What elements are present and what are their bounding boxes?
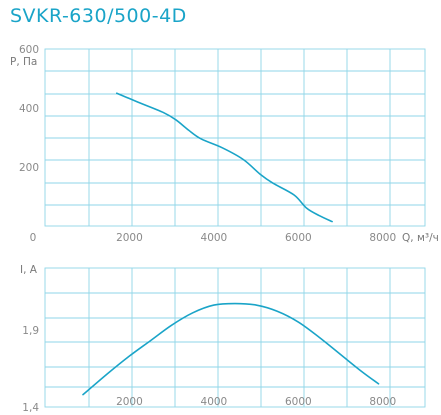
x-tick-label: 4000 — [201, 232, 228, 244]
x-tick-label: 6000 — [285, 232, 312, 244]
x-tick-label: 2000 — [116, 396, 143, 408]
y-axis-label: P, Па — [10, 56, 37, 68]
y-tick-label: 400 — [19, 103, 39, 115]
plot-frame — [44, 267, 426, 408]
y-tick-label: 1,4 — [22, 402, 39, 414]
x-tick-label: 4000 — [201, 396, 228, 408]
x-tick-label: 0 — [30, 232, 37, 244]
plot-frame — [44, 48, 426, 227]
y-tick-label: 600 — [19, 44, 39, 56]
x-tick-label: 8000 — [369, 232, 396, 244]
page-title: SVKR-630/500-4D — [10, 5, 187, 27]
x-tick-label: 2000 — [116, 232, 143, 244]
y-tick-label: 200 — [19, 162, 39, 174]
x-tick-label: 8000 — [369, 396, 396, 408]
y-axis-label: I, А — [20, 264, 38, 276]
x-tick-label: 6000 — [285, 396, 312, 408]
y-tick-label: 1,9 — [22, 325, 39, 337]
series-line — [82, 302, 380, 396]
x-axis-label: Q, м³/ч — [402, 232, 439, 244]
series-line — [115, 92, 333, 223]
